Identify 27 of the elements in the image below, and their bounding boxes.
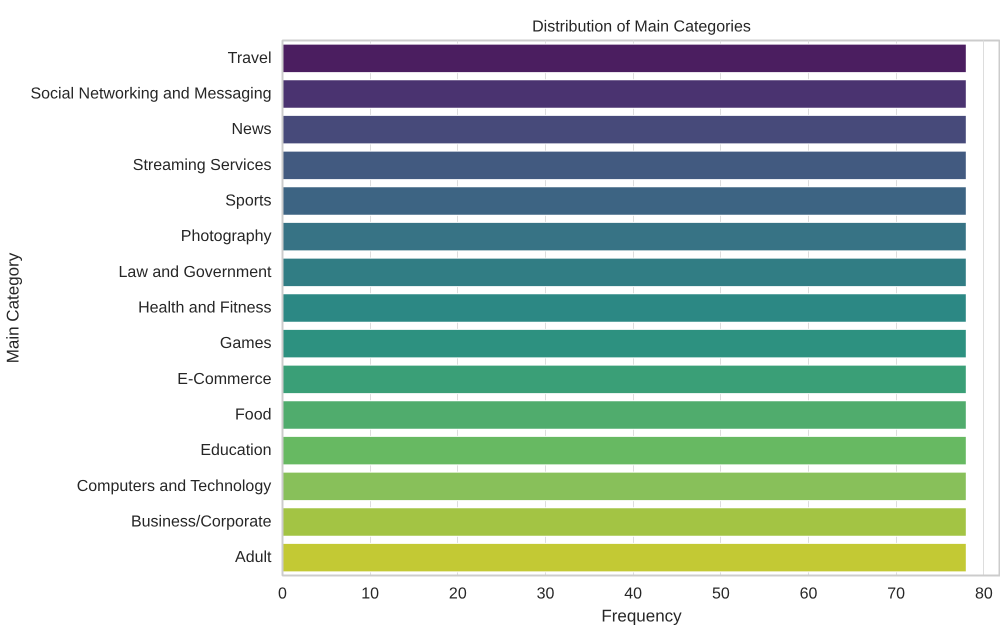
y-tick-label: Streaming Services <box>132 156 272 174</box>
y-tick-label: Food <box>235 406 272 424</box>
x-tick-label: 30 <box>536 586 555 602</box>
y-tick-label: Games <box>220 335 272 352</box>
y-tick-label: News <box>231 121 272 138</box>
y-tick-label: Business/Corporate <box>130 514 272 530</box>
x-tick-label: 50 <box>712 586 730 602</box>
y-tick-label: Adult <box>235 549 272 566</box>
x-tick-label: 70 <box>887 586 906 602</box>
y-tick-label: Education <box>200 442 272 460</box>
y-tick-label: Health and Fitness <box>138 300 272 316</box>
x-tick-label: 40 <box>624 586 642 602</box>
y-tick-label: Social Networking and Messaging <box>30 86 272 102</box>
y-axis-title: Main Category <box>3 252 22 364</box>
x-tick-label: 10 <box>361 586 380 602</box>
y-tick-label: Computers and Technology <box>76 478 272 495</box>
chart-title: Distribution of Main Categories <box>532 18 751 36</box>
y-tick-label: E-Commerce <box>177 370 272 388</box>
x-tick-label: 0 <box>278 586 288 602</box>
y-tick-label: Law and Government <box>118 264 272 281</box>
x-tick-label: 20 <box>448 586 467 602</box>
y-tick-label: Sports <box>225 192 272 210</box>
x-tick-label: 60 <box>800 586 818 602</box>
y-tick-label: Photography <box>180 228 272 246</box>
y-tick-label: Travel <box>228 50 272 67</box>
x-axis-title: Frequency <box>601 606 682 626</box>
x-tick-label: 80 <box>974 586 993 602</box>
